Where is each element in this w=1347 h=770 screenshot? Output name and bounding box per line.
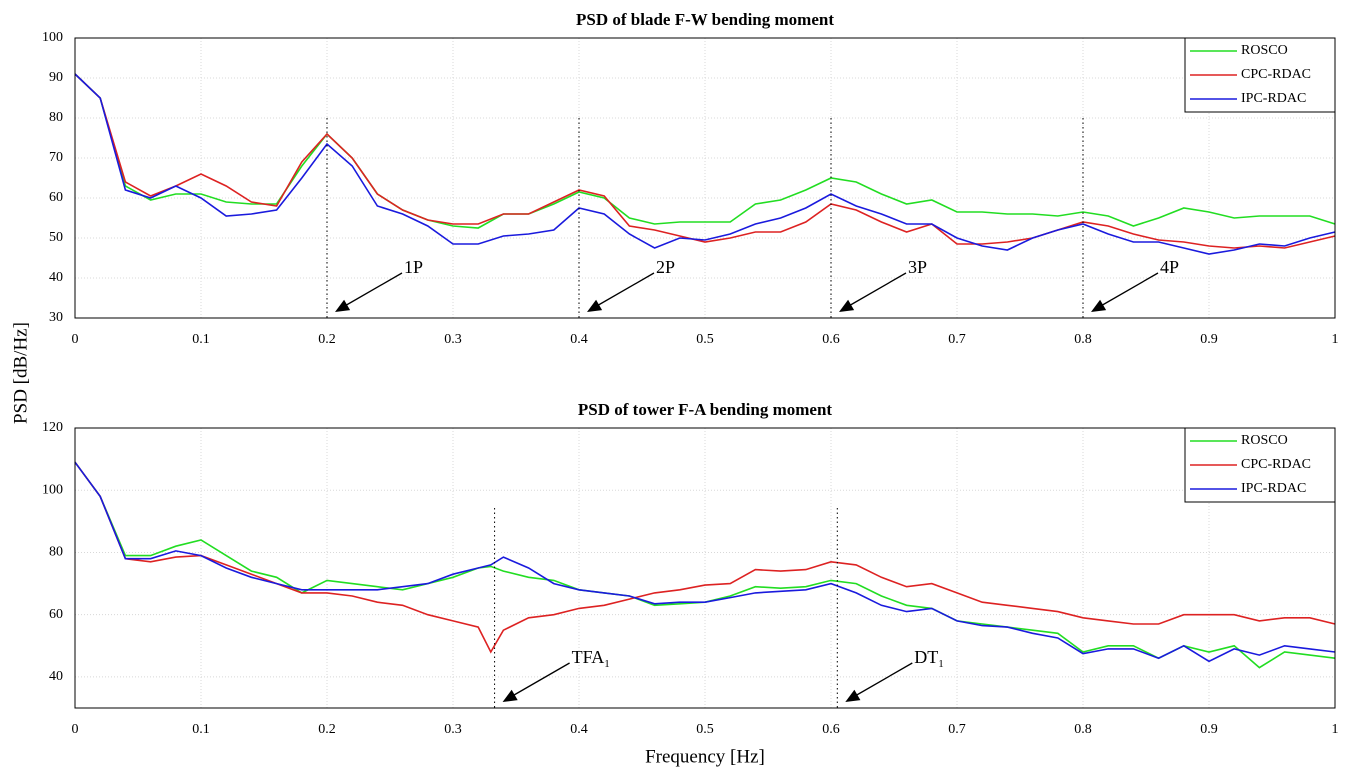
arrow-head: [839, 299, 855, 312]
annotation-label: DT1: [914, 647, 944, 669]
y-tick-label: 40: [49, 669, 63, 684]
annotation-label: 3P: [908, 257, 927, 277]
series-line: [74, 73, 1336, 255]
annotation-arrow: [594, 272, 655, 308]
plot-area: [75, 428, 1335, 708]
annotation-label: 2P: [656, 257, 675, 277]
x-tick-label: 0.6: [822, 722, 840, 737]
y-tick-label: 100: [42, 482, 63, 497]
y-tick-label: 50: [49, 230, 63, 245]
x-tick-label: 1: [1332, 332, 1339, 347]
chart-title: PSD of blade F-W bending moment: [576, 10, 834, 29]
annotation-text: TFA: [572, 647, 605, 667]
legend-label: CPC-RDAC: [1241, 67, 1311, 82]
annotation-text: 2P: [656, 257, 675, 277]
y-axis-label: PSD [dB/Hz]: [10, 322, 31, 424]
annotation-arrow: [852, 662, 913, 698]
y-tick-label: 80: [49, 110, 63, 125]
annotation-label: 1P: [404, 257, 423, 277]
annotation-label: 4P: [1160, 257, 1179, 277]
series-line: [74, 73, 1336, 249]
y-tick-label: 60: [49, 190, 63, 205]
y-tick-label: 90: [49, 70, 63, 85]
x-tick-label: 1: [1332, 722, 1339, 737]
x-tick-label: 0.1: [192, 332, 210, 347]
arrow-head: [502, 689, 518, 702]
x-tick-label: 0.3: [444, 332, 462, 347]
x-tick-label: 0.4: [570, 332, 588, 347]
x-tick-label: 0.4: [570, 722, 588, 737]
annotation-arrow: [510, 662, 570, 698]
annotation-arrow: [846, 272, 907, 308]
x-tick-label: 0.1: [192, 722, 210, 737]
x-tick-label: 0.5: [696, 332, 714, 347]
annotation-text: DT: [914, 647, 938, 667]
annotation-text: 3P: [908, 257, 927, 277]
annotation-sub: 1: [604, 658, 610, 670]
arrow-head: [587, 299, 603, 312]
x-tick-label: 0.3: [444, 722, 462, 737]
annotation-arrow: [1098, 272, 1159, 308]
x-tick-label: 0.7: [948, 722, 966, 737]
y-tick-label: 80: [49, 545, 63, 560]
series-line: [74, 461, 1336, 654]
x-tick-label: 0.2: [318, 332, 336, 347]
x-tick-label: 0.7: [948, 332, 966, 347]
x-axis-label: Frequency [Hz]: [645, 746, 765, 767]
x-tick-label: 0.9: [1200, 722, 1218, 737]
annotation-sub: 1: [938, 658, 944, 670]
annotation-arrow: [342, 272, 403, 308]
chart-title: PSD of tower F-A bending moment: [578, 400, 833, 419]
x-tick-label: 0: [72, 722, 79, 737]
x-tick-label: 0.5: [696, 722, 714, 737]
annotation-text: 4P: [1160, 257, 1179, 277]
arrow-head: [845, 689, 861, 702]
y-tick-label: 70: [49, 150, 63, 165]
legend-label: ROSCO: [1241, 433, 1288, 448]
arrow-head: [1091, 299, 1107, 312]
annotation-label: TFA1: [572, 647, 610, 669]
x-tick-label: 0.9: [1200, 332, 1218, 347]
y-tick-label: 40: [49, 270, 63, 285]
y-tick-label: 100: [42, 30, 63, 45]
series-line: [74, 461, 1336, 663]
annotation-text: 1P: [404, 257, 423, 277]
y-tick-label: 120: [42, 420, 63, 435]
legend-label: IPC-RDAC: [1241, 91, 1306, 106]
legend-label: CPC-RDAC: [1241, 457, 1311, 472]
x-tick-label: 0.2: [318, 722, 336, 737]
arrow-head: [335, 299, 351, 312]
x-tick-label: 0.8: [1074, 332, 1092, 347]
y-tick-label: 60: [49, 607, 63, 622]
x-tick-label: 0.6: [822, 332, 840, 347]
y-tick-label: 30: [49, 310, 63, 325]
plot-frame: [74, 427, 1336, 709]
plot-frame: [74, 37, 1336, 319]
x-tick-label: 0: [72, 332, 79, 347]
legend-label: ROSCO: [1241, 43, 1288, 58]
legend-label: IPC-RDAC: [1241, 481, 1306, 496]
plot-area: [75, 38, 1335, 318]
x-tick-label: 0.8: [1074, 722, 1092, 737]
